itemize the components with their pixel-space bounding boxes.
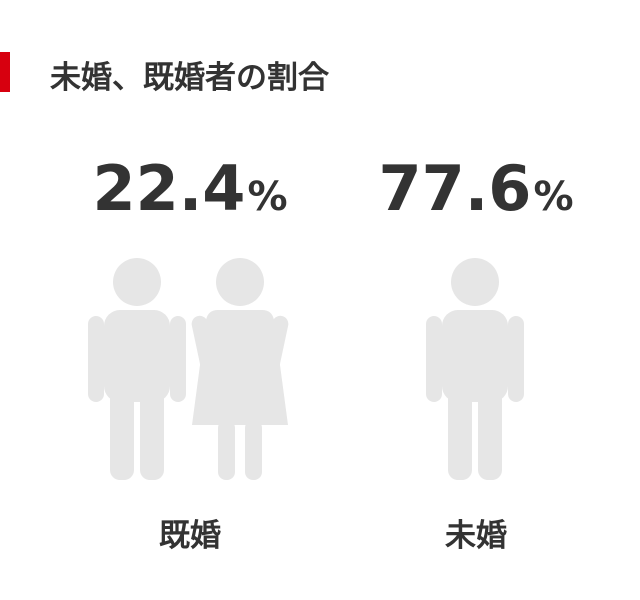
icon-man xyxy=(88,258,186,480)
value-label: 22.4% xyxy=(92,152,287,225)
chart-title: 未婚、既婚者の割合 xyxy=(50,60,330,96)
value-number: 22.4 xyxy=(92,152,245,225)
category-label: 未婚 xyxy=(445,518,507,554)
icon-woman xyxy=(190,258,290,480)
value-unit: % xyxy=(247,174,287,220)
category-label: 既婚 xyxy=(159,518,221,554)
icon-man xyxy=(426,258,524,480)
title-accent xyxy=(0,52,10,92)
value-unit: % xyxy=(533,174,573,220)
value-number: 77.6 xyxy=(378,152,531,225)
value-label: 77.6% xyxy=(378,152,573,225)
icons xyxy=(88,258,524,480)
